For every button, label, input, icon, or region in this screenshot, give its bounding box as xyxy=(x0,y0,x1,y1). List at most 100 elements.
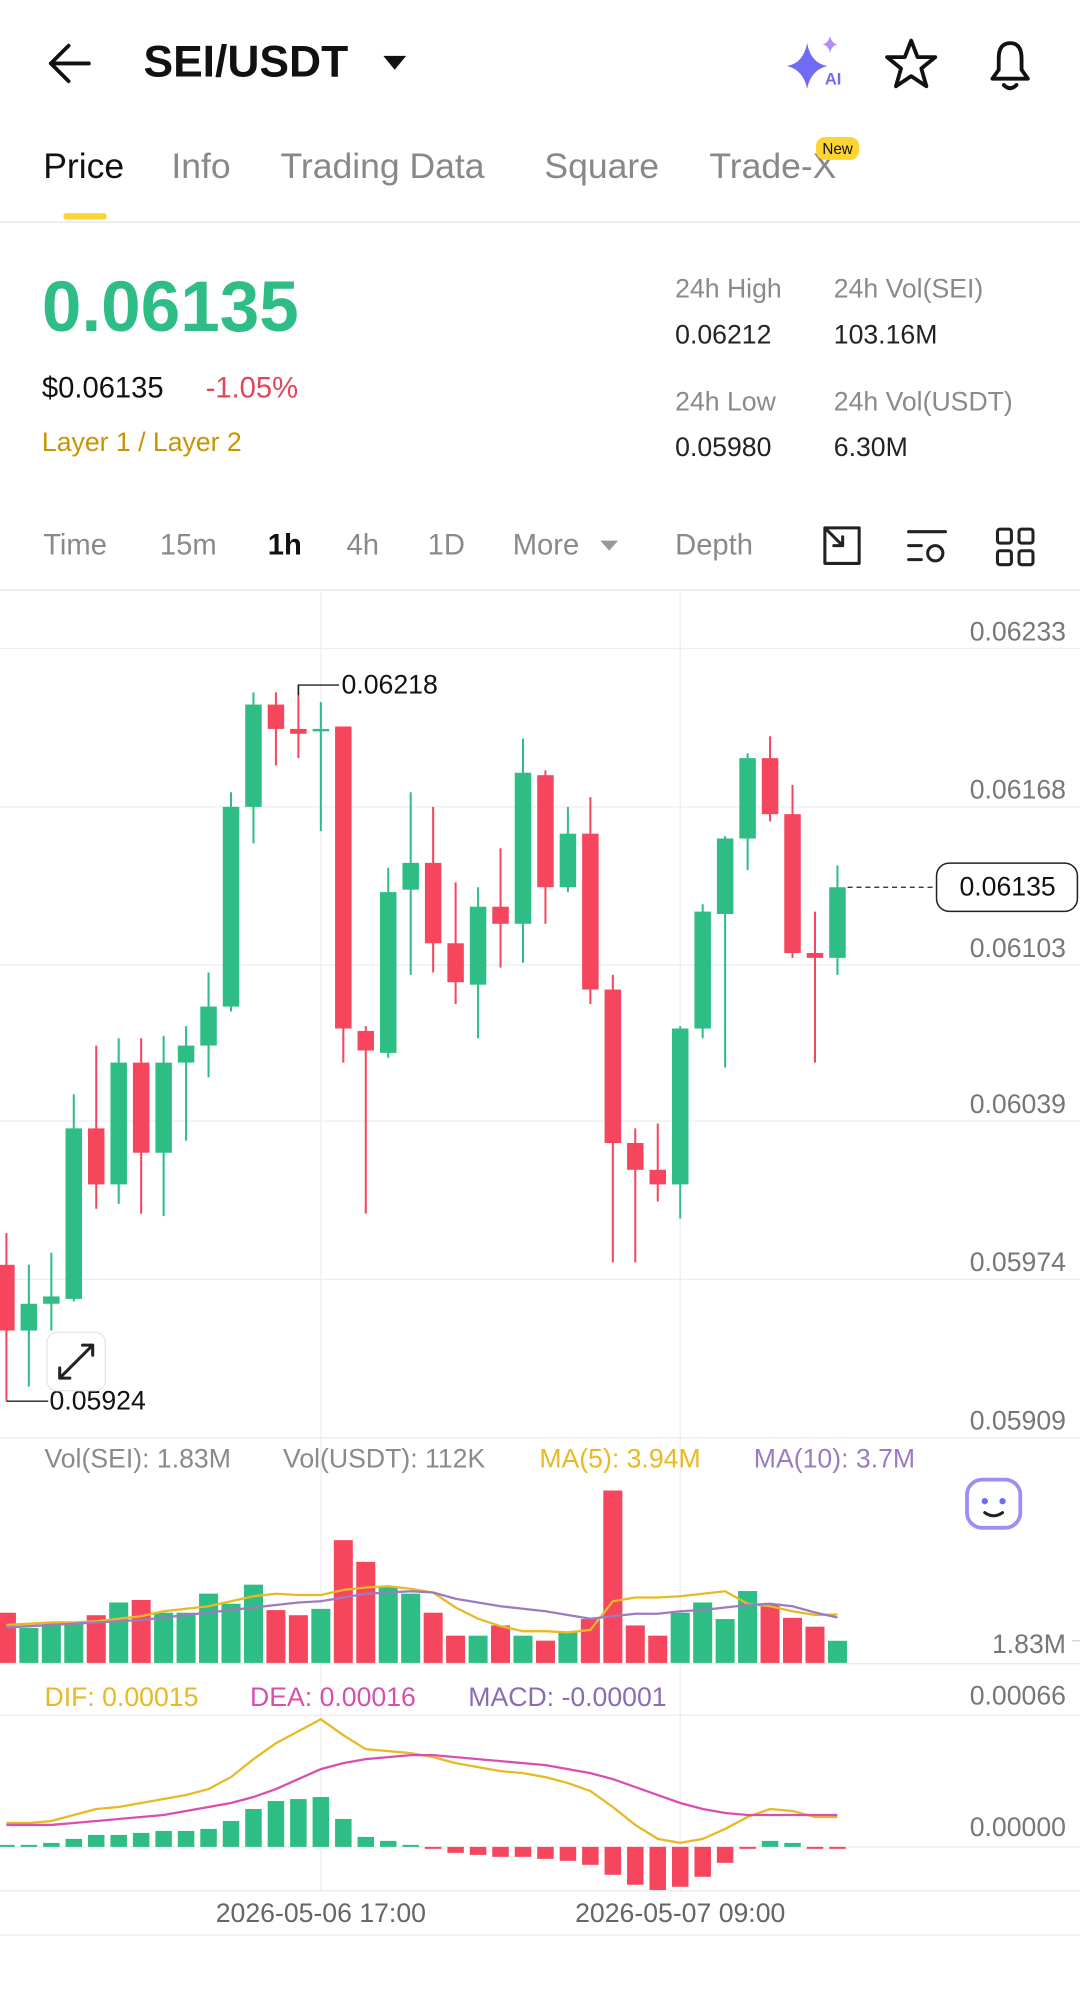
volume-bar xyxy=(805,1626,825,1664)
macd-bar xyxy=(245,1808,262,1847)
macd-bar xyxy=(379,1840,397,1847)
y-tick-label: 0.05974 xyxy=(970,1247,1066,1277)
y-tick-label: 0.06168 xyxy=(970,775,1066,805)
volume-tick-label: 1.83M xyxy=(992,1629,1066,1659)
candle-body xyxy=(245,704,262,807)
macd-bar xyxy=(177,1830,195,1847)
macd-bar xyxy=(312,1797,330,1847)
macd-bar xyxy=(537,1846,554,1859)
interval-option[interactable]: 1D xyxy=(428,530,465,562)
favorite-button[interactable] xyxy=(885,38,938,89)
volume-bar xyxy=(288,1615,308,1664)
stat-label: 24h High xyxy=(675,274,782,304)
volume-bar xyxy=(266,1610,286,1664)
candle-body xyxy=(87,1128,105,1185)
interval-option[interactable]: 15m xyxy=(160,530,217,562)
chart: 2026-05-06 17:00 2026-05-07 09:00 0.06233 0… xyxy=(0,590,1080,1928)
candle-body xyxy=(424,862,442,944)
macd-bar xyxy=(784,1842,801,1847)
alert-button[interactable] xyxy=(990,41,1030,91)
tab[interactable]: Square xyxy=(544,146,659,186)
volume-bar xyxy=(738,1591,758,1664)
pair-title[interactable]: SEI/USDT xyxy=(143,37,348,86)
volume-bar xyxy=(86,1615,106,1664)
interval-option[interactable]: 1h xyxy=(268,530,302,562)
candle-body xyxy=(716,838,734,915)
macd-bar xyxy=(0,1844,15,1847)
tab[interactable]: Trading Data xyxy=(280,146,484,186)
macd-bar xyxy=(604,1846,622,1875)
macd-bar xyxy=(492,1846,509,1857)
volume-bar xyxy=(491,1625,511,1664)
ai-button[interactable]: AI xyxy=(786,35,842,89)
macd-bar xyxy=(739,1846,756,1849)
volume-legend: MA(5): 3.94M xyxy=(539,1444,700,1474)
macd-bar xyxy=(829,1846,846,1849)
candle-body xyxy=(671,1028,689,1185)
volume-bar xyxy=(580,1619,600,1664)
more-dropdown[interactable] xyxy=(600,540,619,551)
interval-option[interactable]: More xyxy=(513,530,579,562)
stat-value: 6.30M xyxy=(834,432,908,462)
macd-bar xyxy=(469,1846,487,1855)
volume-ma10 xyxy=(6,1590,838,1629)
macd-bar xyxy=(155,1830,172,1847)
candle-body xyxy=(402,862,419,890)
tab[interactable]: Price xyxy=(43,146,124,186)
volume-bar xyxy=(446,1635,466,1664)
tab[interactable]: Info xyxy=(171,146,230,186)
candle-body xyxy=(290,728,307,734)
tab-bar: Price Info Trading Data Square Trade-X xyxy=(43,146,836,186)
macd-bar xyxy=(424,1846,442,1849)
interval-option[interactable]: Depth xyxy=(675,530,753,562)
last-price-label: 0.06135 xyxy=(959,872,1055,902)
candle-body xyxy=(20,1303,38,1331)
stat-value: 0.05980 xyxy=(675,432,771,462)
candle-body xyxy=(604,989,622,1143)
candle-body xyxy=(806,953,824,958)
y-tick-label: 0.06233 xyxy=(970,616,1066,646)
indicator-settings-button[interactable] xyxy=(907,530,947,563)
macd-bar xyxy=(200,1828,217,1847)
interval-bar: Time 15m 1h 4h 1D More Depth xyxy=(43,530,753,562)
volume-bar xyxy=(827,1640,847,1664)
stats: 24h High 0.06212 24h Vol(SEI) 103.16M 24h Lo… xyxy=(675,274,1013,463)
volume-bar xyxy=(693,1602,713,1664)
tab[interactable]: Trade-X xyxy=(709,146,836,186)
candle-body xyxy=(200,1006,217,1046)
price-change: -1.05% xyxy=(206,372,298,404)
assistant-button[interactable] xyxy=(965,1477,1023,1530)
candle-body xyxy=(312,728,330,732)
candle-body xyxy=(155,1062,172,1153)
candle-body xyxy=(649,1169,667,1185)
candle-body xyxy=(335,726,352,1029)
macd-bar xyxy=(132,1832,150,1847)
fullscreen-button[interactable] xyxy=(823,526,861,565)
volume-legend: Vol(USDT): 112K xyxy=(283,1444,485,1474)
back-button[interactable] xyxy=(48,43,91,84)
candle-body xyxy=(739,758,756,839)
volume-bar xyxy=(176,1612,196,1664)
category-tag[interactable]: Layer 1 / Layer 2 xyxy=(42,427,242,457)
pair-dropdown[interactable] xyxy=(383,55,407,70)
macd-bar xyxy=(43,1842,60,1847)
macd-bar xyxy=(222,1820,240,1847)
macd-bar xyxy=(716,1846,734,1863)
volume-bar xyxy=(109,1602,129,1664)
expand-chart-button[interactable] xyxy=(46,1331,107,1392)
volume-ma5 xyxy=(6,1585,838,1634)
volume-bar xyxy=(154,1612,174,1664)
volume-bar xyxy=(243,1584,263,1664)
stat-value: 103.16M xyxy=(834,319,938,349)
interval-option[interactable]: Time xyxy=(43,530,107,562)
layout-button[interactable] xyxy=(995,527,1035,567)
volume-bar xyxy=(535,1640,555,1664)
candle-body xyxy=(379,892,397,1053)
macd-bar xyxy=(806,1846,824,1849)
interval-option[interactable]: 4h xyxy=(346,530,378,562)
volume-bar xyxy=(356,1561,376,1664)
high-marker xyxy=(297,684,339,696)
stat-label: 24h Vol(USDT) xyxy=(834,387,1013,417)
macd-bar xyxy=(20,1844,38,1847)
volume-bar xyxy=(558,1631,578,1664)
